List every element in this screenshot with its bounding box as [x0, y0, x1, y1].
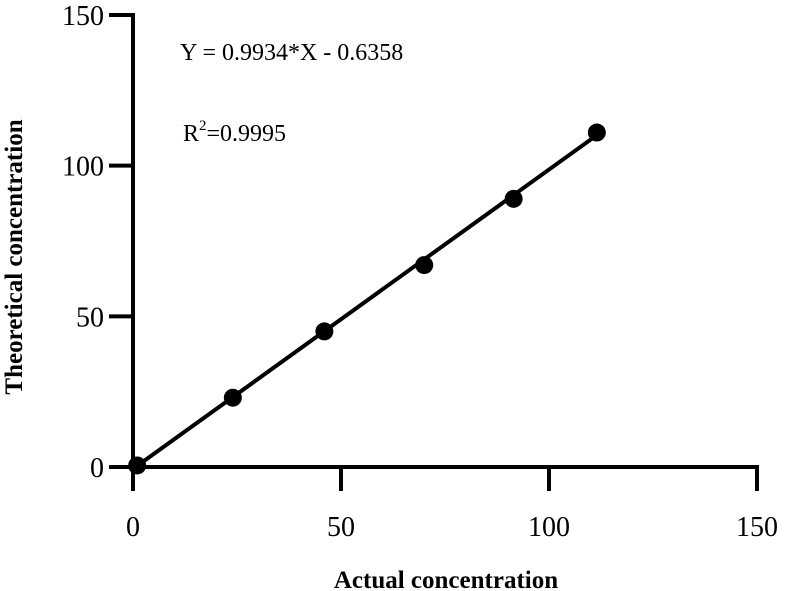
r-squared-annotation: R2=0.9995	[183, 118, 286, 147]
data-points	[128, 123, 606, 475]
x-tick-label: 150	[736, 512, 778, 543]
y-tick-label: 0	[90, 453, 104, 484]
y-tick-label: 50	[76, 302, 104, 333]
regression-equation: Y = 0.9934*X - 0.6358	[180, 40, 403, 66]
y-axis-title: Theoretical concentration	[1, 119, 28, 394]
data-point	[315, 322, 334, 341]
regression-line-group	[135, 133, 599, 468]
y-tick-label: 150	[62, 1, 104, 32]
x-tick-label: 100	[528, 512, 570, 543]
data-point	[415, 256, 434, 275]
y-tick-label: 100	[62, 152, 104, 183]
regression-line	[135, 133, 599, 468]
r-squared-prefix: R	[183, 121, 199, 147]
x-tick-label: 0	[126, 512, 140, 543]
r-squared-value: =0.9995	[207, 121, 287, 147]
data-point	[223, 388, 242, 407]
data-point	[504, 189, 523, 208]
r-squared-superscript: 2	[199, 118, 207, 134]
data-point	[587, 123, 606, 142]
x-tick-label: 50	[327, 512, 355, 543]
x-axis-ticks: 0 50 100 150	[126, 467, 778, 543]
axes	[131, 13, 759, 469]
y-axis-ticks: 0 50 100 150	[62, 1, 133, 484]
x-axis-title: Actual concentration	[334, 567, 558, 591]
data-point	[128, 456, 147, 475]
